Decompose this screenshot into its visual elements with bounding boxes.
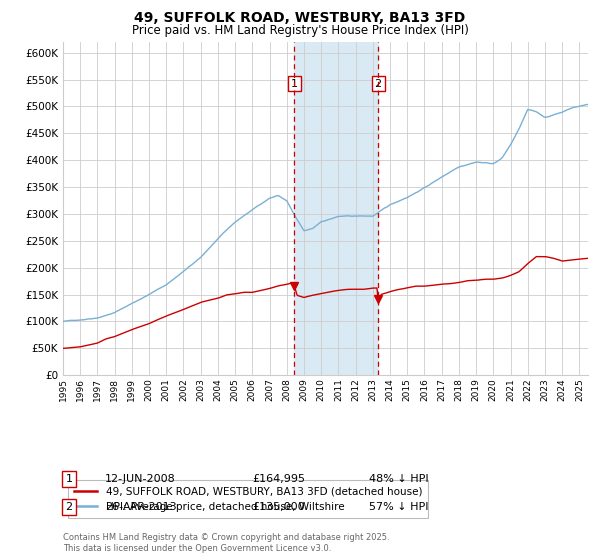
Text: 2: 2 [374, 78, 382, 88]
Text: 12-JUN-2008: 12-JUN-2008 [105, 474, 176, 484]
Text: 1: 1 [291, 78, 298, 88]
Text: 49, SUFFOLK ROAD, WESTBURY, BA13 3FD: 49, SUFFOLK ROAD, WESTBURY, BA13 3FD [134, 11, 466, 25]
Bar [295, 42, 378, 375]
Text: 26-APR-2013: 26-APR-2013 [105, 502, 176, 512]
Text: 57% ↓ HPI: 57% ↓ HPI [369, 502, 428, 512]
Text: £135,000: £135,000 [252, 502, 305, 512]
Text: Price paid vs. HM Land Registry's House Price Index (HPI): Price paid vs. HM Land Registry's House … [131, 24, 469, 36]
Text: £164,995: £164,995 [252, 474, 305, 484]
Text: Contains HM Land Registry data © Crown copyright and database right 2025.
This d: Contains HM Land Registry data © Crown c… [63, 533, 389, 553]
Text: 48% ↓ HPI: 48% ↓ HPI [369, 474, 428, 484]
Text: 1: 1 [65, 474, 73, 484]
Legend: 49, SUFFOLK ROAD, WESTBURY, BA13 3FD (detached house), HPI: Average price, detac: 49, SUFFOLK ROAD, WESTBURY, BA13 3FD (de… [68, 480, 428, 518]
Text: 2: 2 [65, 502, 73, 512]
